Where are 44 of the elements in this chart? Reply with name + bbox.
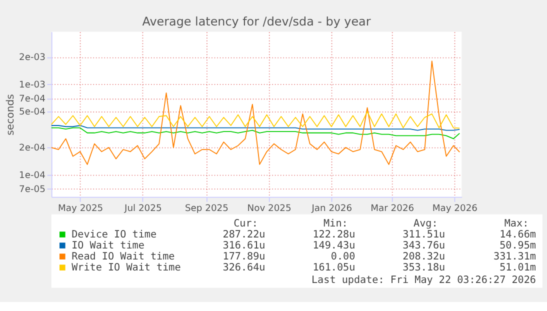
x-tick-label: Mar 2026 bbox=[370, 203, 414, 214]
x-tick-label: Sep 2025 bbox=[184, 203, 229, 214]
y-tick-label: 2e-03 bbox=[19, 52, 46, 64]
text: 0.00 bbox=[330, 251, 356, 262]
text: 50.95m bbox=[500, 240, 536, 252]
text: 51.01m bbox=[500, 262, 536, 274]
text: Min: bbox=[324, 218, 348, 230]
text: Last update: Fri May 22 03:26:27 2026 bbox=[311, 275, 536, 286]
text: 208.32u bbox=[402, 251, 446, 262]
text: 316.61u bbox=[222, 240, 266, 252]
y-tick-label: 1e-04 bbox=[19, 170, 46, 181]
text: Avg: bbox=[414, 218, 438, 230]
text: 122.28u bbox=[312, 229, 356, 240]
legend-label: Read IO Wait time bbox=[72, 251, 175, 262]
x-tick-label: May 2026 bbox=[432, 203, 478, 214]
text: 14.66m bbox=[500, 229, 536, 240]
line-series bbox=[50, 127, 460, 140]
y-tick-label: 7e-04 bbox=[19, 93, 46, 104]
line-series bbox=[50, 60, 460, 165]
text: Max: bbox=[504, 218, 529, 230]
text: 311.51u bbox=[402, 229, 446, 240]
x-tick-label: May 2025 bbox=[58, 203, 104, 214]
x-tick-label: Nov 2025 bbox=[247, 203, 292, 214]
x-tick-label: Jan 2026 bbox=[310, 203, 352, 214]
y-tick-label: 7e-05 bbox=[19, 184, 46, 196]
text: 343.76u bbox=[402, 240, 446, 252]
text: 331.31m bbox=[494, 251, 536, 262]
legend-label: Device IO time bbox=[72, 229, 157, 240]
text: 177.89u bbox=[222, 251, 266, 262]
y-tick-label: 1e-03 bbox=[19, 79, 46, 90]
line-series bbox=[50, 111, 460, 129]
text: 149.43u bbox=[312, 240, 356, 252]
chart-title: Average latency for /dev/sda - by year bbox=[142, 14, 371, 28]
text: 353.18u bbox=[402, 262, 446, 274]
legend-label: IO Wait time bbox=[72, 240, 144, 252]
y-axis-title: seconds bbox=[5, 94, 16, 136]
legend-label: Write IO Wait time bbox=[72, 262, 181, 274]
text: Cur: bbox=[234, 218, 258, 230]
y-tick-label: 2e-04 bbox=[19, 142, 46, 154]
text: 287.22u bbox=[222, 229, 266, 240]
y-tick-label: 5e-04 bbox=[19, 106, 46, 118]
text: 161.05u bbox=[312, 262, 356, 274]
text: 326.64u bbox=[222, 262, 266, 274]
x-tick-label: Jul 2025 bbox=[124, 203, 162, 214]
